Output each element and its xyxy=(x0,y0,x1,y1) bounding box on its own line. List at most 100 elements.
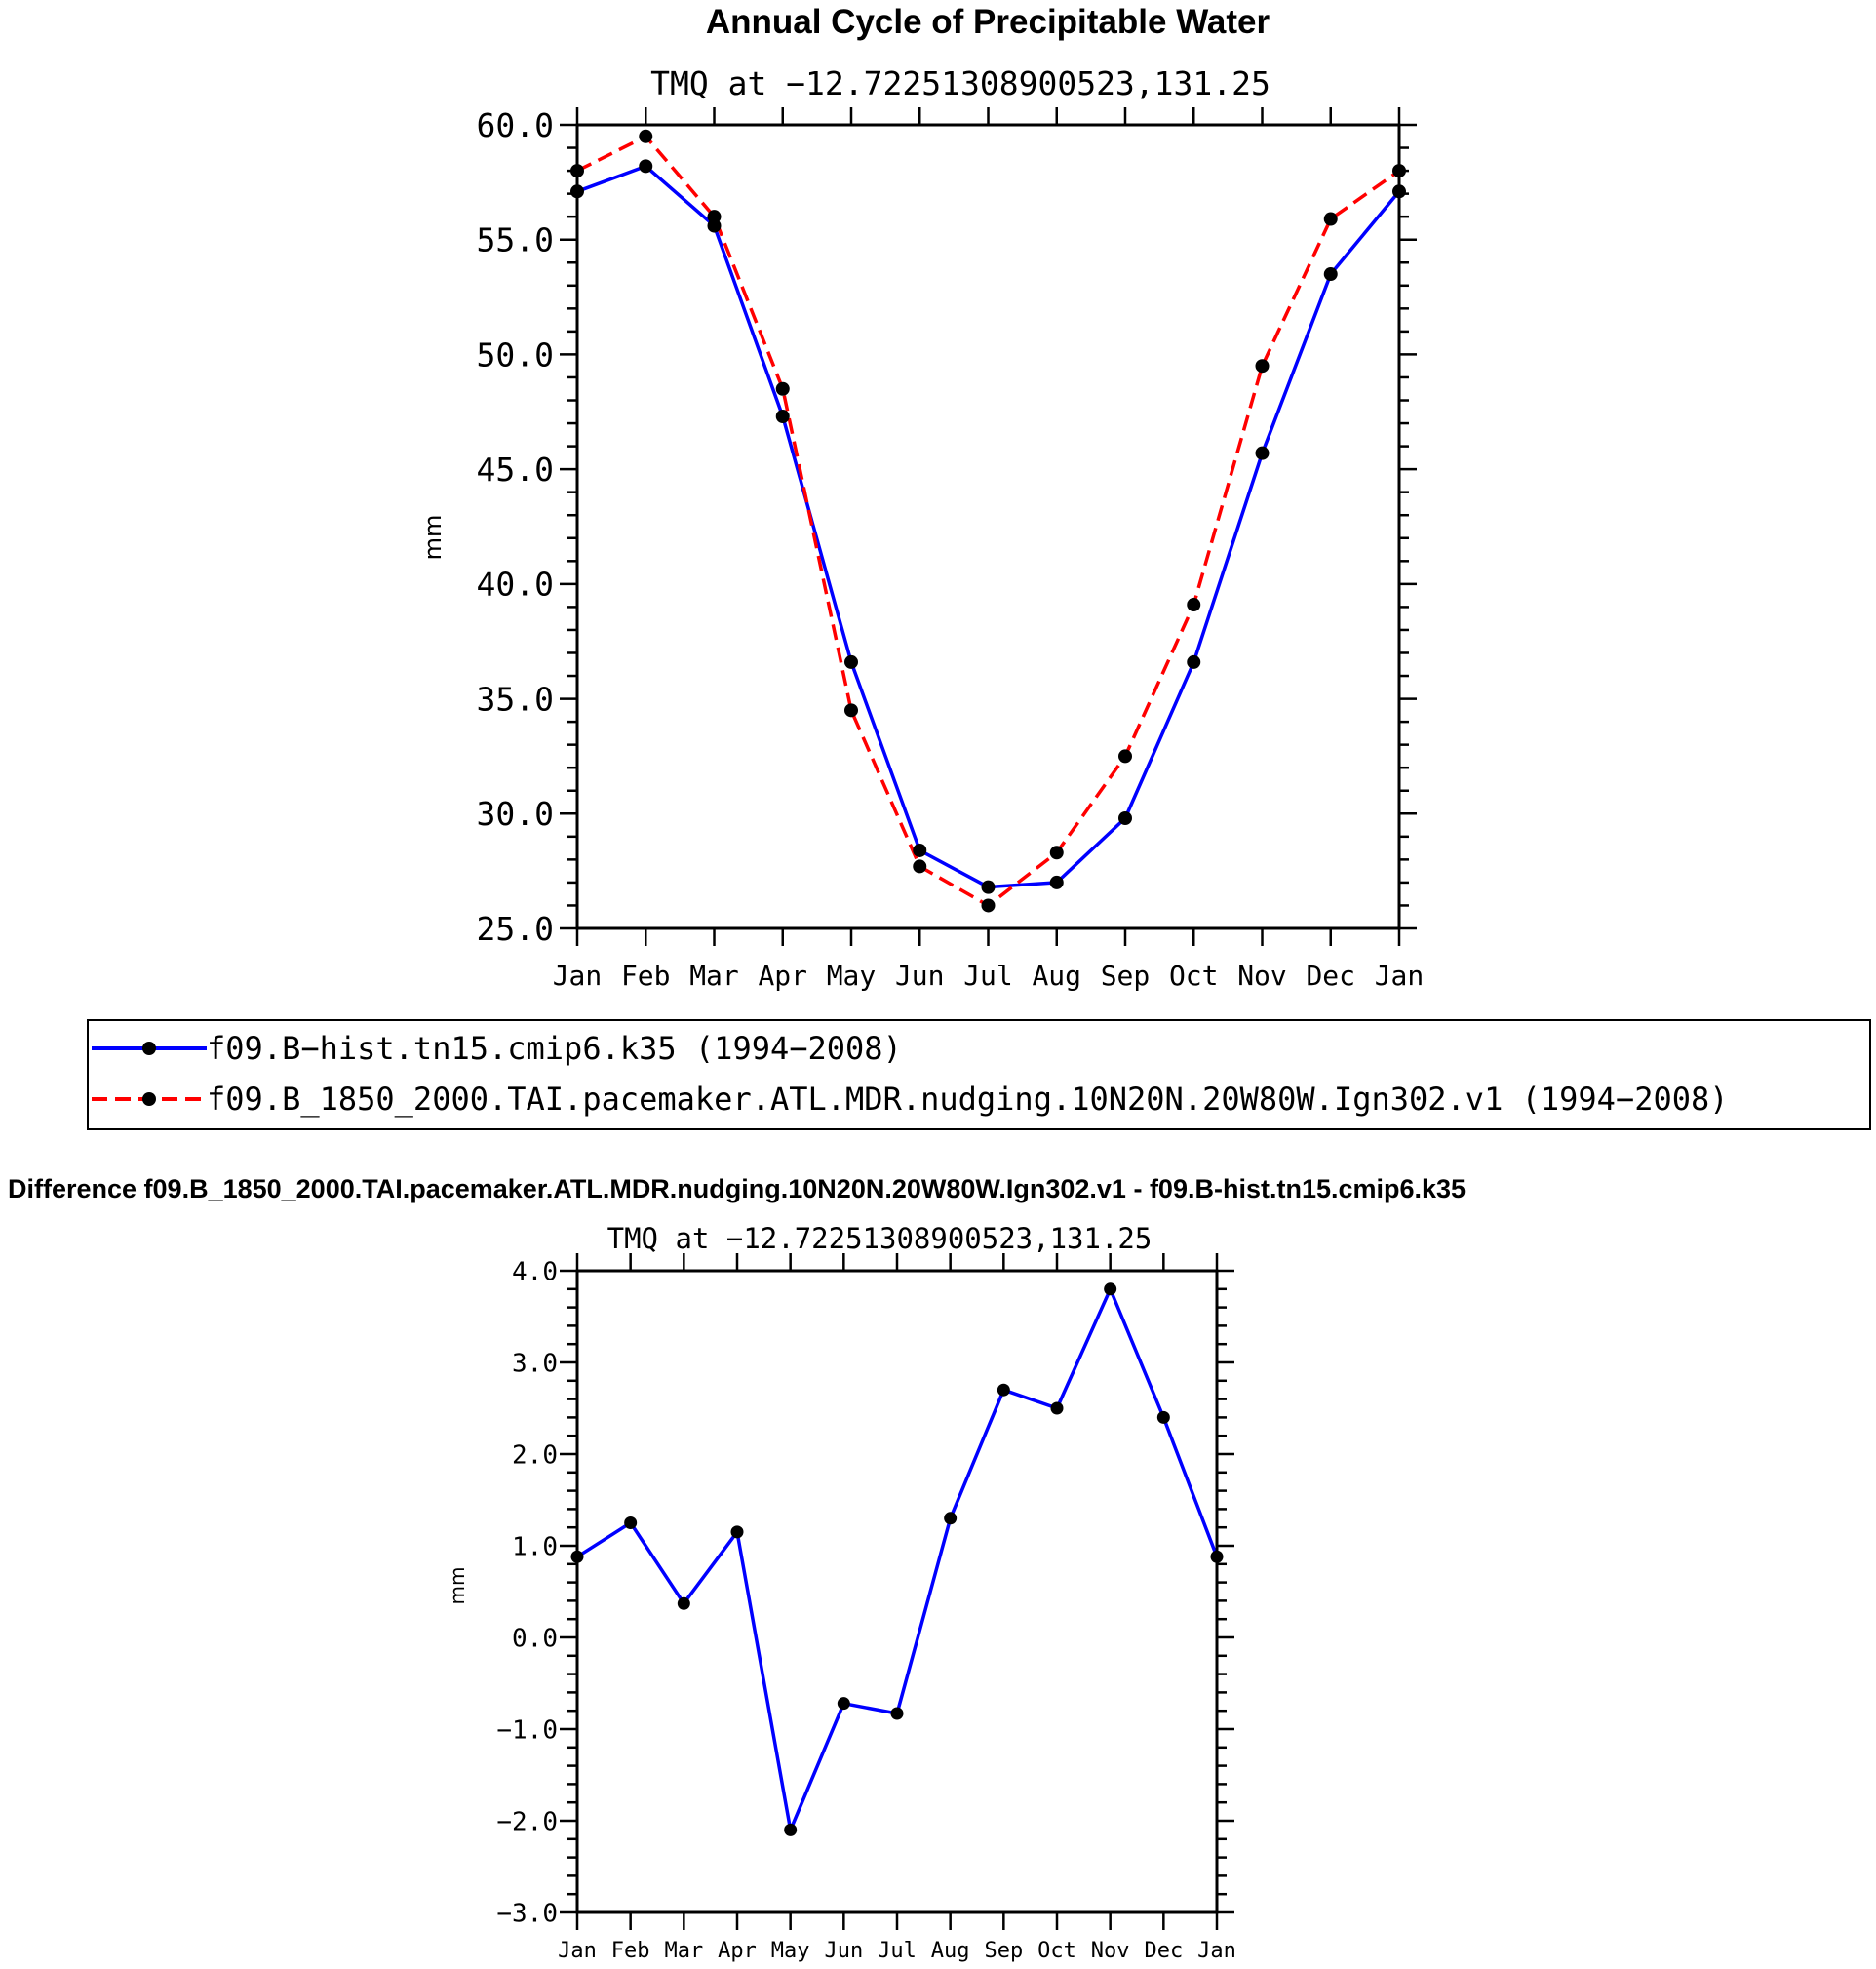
x-tick-label: Jan xyxy=(553,960,603,992)
axis-ticks xyxy=(560,1253,1234,1930)
data-point xyxy=(707,210,722,224)
series-line-1 xyxy=(576,1287,1219,1832)
y-tick-label: 0.0 xyxy=(512,1624,558,1653)
data-point xyxy=(624,1516,638,1529)
y-tick-labels: −3.0 −2.0 −1.0 0.0 1.0 2.0 3.0 4.0 xyxy=(496,1257,558,1928)
data-point xyxy=(639,159,653,174)
x-tick-label: Aug xyxy=(931,1939,970,1963)
data-point xyxy=(775,381,790,396)
data-point xyxy=(1049,846,1064,860)
y-tick-label: 40.0 xyxy=(477,566,554,604)
data-point xyxy=(1118,810,1132,825)
plot-frame xyxy=(575,123,1401,930)
data-point xyxy=(844,703,858,718)
data-point xyxy=(1323,212,1338,226)
data-point xyxy=(1049,875,1064,889)
data-point xyxy=(913,859,927,874)
series-points xyxy=(570,1282,1224,1836)
y-tick-label: 2.0 xyxy=(512,1440,558,1470)
x-tick-label: Aug xyxy=(1032,960,1081,992)
x-tick-label: Nov xyxy=(1237,960,1287,992)
x-tick-label: Sep xyxy=(1101,960,1151,992)
data-point xyxy=(981,898,996,913)
data-point xyxy=(837,1697,850,1711)
x-tick-label: Jun xyxy=(824,1939,863,1963)
y-axis-label: mm xyxy=(446,1567,469,1605)
data-point xyxy=(1187,654,1201,669)
x-tick-label: May xyxy=(771,1939,810,1963)
x-tick-label: Feb xyxy=(611,1939,650,1963)
x-tick-label: May xyxy=(827,960,877,992)
y-tick-label: 55.0 xyxy=(477,221,554,259)
y-tick-label: 45.0 xyxy=(477,451,554,489)
x-tick-label: Jul xyxy=(963,960,1013,992)
data-point xyxy=(1156,1410,1170,1424)
y-tick-label: 1.0 xyxy=(512,1532,558,1561)
x-tick-label: Jan xyxy=(558,1939,597,1963)
data-point xyxy=(784,1823,798,1836)
chart-title: Annual Cycle of Precipitable Water xyxy=(706,3,1270,41)
annual-cycle-chart: Annual Cycle of Precipitable Water TMQ a… xyxy=(419,3,1424,992)
legend-swatch-blue-marker xyxy=(142,1042,156,1055)
data-point xyxy=(730,1525,744,1539)
x-tick-label: Dec xyxy=(1306,960,1355,992)
data-point xyxy=(844,654,858,669)
plot-frame xyxy=(575,1269,1219,1914)
y-tick-label: 25.0 xyxy=(477,910,554,948)
series-line-2 xyxy=(576,135,1401,908)
x-tick-label: Dec xyxy=(1144,1939,1183,1963)
legend-swatch-red-marker xyxy=(142,1092,156,1106)
x-tick-label: Sep xyxy=(984,1939,1023,1963)
data-point xyxy=(1187,598,1201,612)
x-tick-label: Nov xyxy=(1091,1939,1130,1963)
data-point xyxy=(1255,446,1270,460)
legend-entry-red: f09.B_1850_2000.TAI.pacemaker.ATL.MDR.nu… xyxy=(92,1081,1729,1118)
x-tick-label: Oct xyxy=(1169,960,1219,992)
data-point xyxy=(997,1383,1010,1397)
chart-subtitle: TMQ at −12.72251308900523,131.25 xyxy=(607,1222,1153,1255)
data-point xyxy=(1104,1282,1117,1296)
data-point xyxy=(677,1596,690,1610)
y-tick-label: 35.0 xyxy=(477,680,554,718)
x-tick-label: Jan xyxy=(1375,960,1425,992)
data-point xyxy=(944,1512,958,1525)
data-point xyxy=(981,880,996,894)
axis-ticks xyxy=(560,107,1417,946)
y-tick-label: 30.0 xyxy=(477,795,554,833)
data-point xyxy=(1118,749,1132,764)
legend-entry-blue: f09.B−hist.tn15.cmip6.k35 (1994−2008) xyxy=(92,1030,902,1067)
legend-label-blue: f09.B−hist.tn15.cmip6.k35 (1994−2008) xyxy=(207,1030,902,1067)
x-tick-labels: Jan Feb Mar Apr May Jun Jul Aug Sep Oct Nov Dec Jan xyxy=(553,960,1425,992)
data-point xyxy=(913,843,927,857)
y-tick-label: 50.0 xyxy=(477,335,554,374)
difference-chart: Difference f09.B_1850_2000.TAI.pacemaker… xyxy=(8,1174,1466,1963)
data-point xyxy=(1255,359,1270,374)
x-tick-label: Jun xyxy=(895,960,945,992)
legend-box xyxy=(87,1019,1871,1130)
x-tick-label: Oct xyxy=(1037,1939,1076,1963)
data-point xyxy=(1323,267,1338,282)
x-tick-label: Mar xyxy=(664,1939,703,1963)
x-tick-label: Mar xyxy=(689,960,739,992)
series-points xyxy=(570,129,1406,913)
legend: f09.B−hist.tn15.cmip6.k35 (1994−2008) f0… xyxy=(87,1019,1871,1130)
y-tick-label: 4.0 xyxy=(512,1257,558,1286)
data-point xyxy=(1050,1401,1064,1415)
legend-label-red: f09.B_1850_2000.TAI.pacemaker.ATL.MDR.nu… xyxy=(207,1081,1729,1118)
x-tick-label: Apr xyxy=(718,1939,757,1963)
chart-title: Difference f09.B_1850_2000.TAI.pacemaker… xyxy=(8,1174,1466,1203)
chart-subtitle: TMQ at −12.72251308900523,131.25 xyxy=(650,64,1270,102)
series-lines xyxy=(576,1287,1219,1832)
y-tick-label: −2.0 xyxy=(496,1807,558,1836)
data-point xyxy=(639,129,653,143)
y-tick-label: −3.0 xyxy=(496,1899,558,1928)
y-axis-label: mm xyxy=(419,515,447,561)
series-lines xyxy=(576,135,1401,908)
y-tick-label: 3.0 xyxy=(512,1349,558,1378)
x-tick-label: Jul xyxy=(878,1939,917,1963)
data-point xyxy=(890,1707,904,1720)
x-tick-label: Jan xyxy=(1197,1939,1236,1963)
x-tick-label: Feb xyxy=(621,960,671,992)
x-tick-labels: Jan Feb Mar Apr May Jun Jul Aug Sep Oct Nov Dec Jan xyxy=(558,1939,1236,1963)
